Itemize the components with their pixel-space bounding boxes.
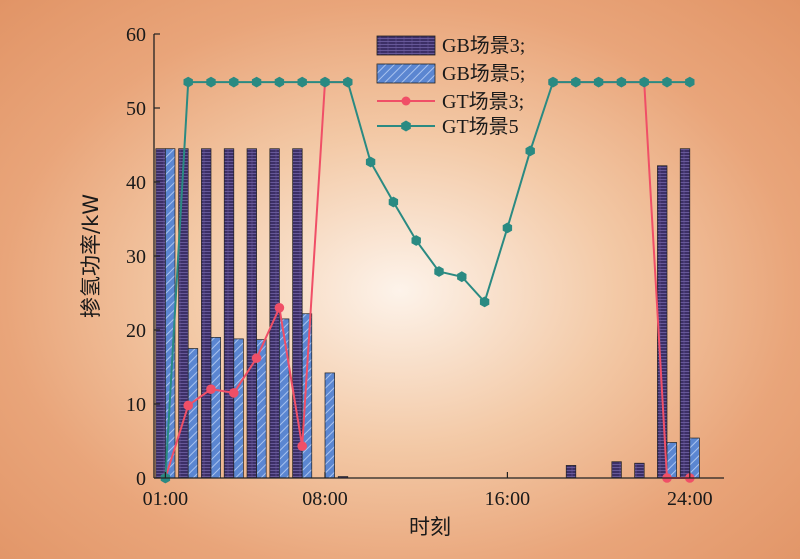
y-tick-label: 30 xyxy=(126,246,146,268)
bar-gb3 xyxy=(611,461,622,479)
point-gt3 xyxy=(229,388,239,398)
point-gt5 xyxy=(593,76,604,88)
bar-gb5 xyxy=(301,313,313,479)
point-gt3 xyxy=(274,303,285,313)
point-gt5 xyxy=(411,235,421,246)
point-gt5 xyxy=(297,76,307,88)
y-tick-label: 20 xyxy=(126,320,146,342)
x-tick-label: 08:00 xyxy=(302,488,348,510)
y-tick-label: 10 xyxy=(126,394,146,416)
line-gt5 xyxy=(164,81,690,479)
point-gt5 xyxy=(502,222,513,234)
point-gt5 xyxy=(320,76,330,88)
point-gt5 xyxy=(251,76,262,88)
legend-swatch-gb5 xyxy=(376,63,436,84)
line-gt3 xyxy=(553,81,690,479)
point-gt5 xyxy=(571,76,581,88)
legend-label-gb3: GB场景3; xyxy=(442,34,525,57)
legend: GB场景3; GB场景5; GT场景3; GT场景5 xyxy=(376,34,525,138)
point-gt5 xyxy=(616,76,627,88)
bar-gb3 xyxy=(634,462,645,479)
point-gt5 xyxy=(183,76,193,88)
point-gt5 xyxy=(434,266,444,277)
legend-label-gb5: GB场景5; xyxy=(442,62,525,85)
y-axis-title: 掺氢功率/kW xyxy=(79,194,103,318)
x-ticks: 01:00 08:00 16:00 24:00 xyxy=(143,472,713,510)
bar-gb3 xyxy=(679,148,691,479)
y-tick-label: 40 xyxy=(126,172,146,194)
legend-label-gt3: GT场景3; xyxy=(442,90,524,113)
point-gt5 xyxy=(479,296,490,308)
y-tick-label: 60 xyxy=(126,24,146,46)
point-gt5 xyxy=(365,156,376,168)
point-gt5 xyxy=(525,145,535,157)
point-gt5 xyxy=(206,76,216,88)
bar-gb3 xyxy=(292,148,303,479)
legend-label-gt5: GT场景5 xyxy=(442,115,519,138)
bar-gb5 xyxy=(187,348,199,479)
point-gt5 xyxy=(343,76,353,88)
point-gt5 xyxy=(388,196,399,208)
point-gt3 xyxy=(183,400,193,411)
y-ticks: 0 10 20 30 40 50 60 xyxy=(126,24,160,490)
x-tick-label: 16:00 xyxy=(485,488,531,510)
bar-gb5 xyxy=(666,442,677,479)
point-gt5 xyxy=(457,271,467,283)
point-gt5 xyxy=(685,76,695,88)
bar-gb5 xyxy=(324,372,335,479)
point-gt5 xyxy=(639,76,649,88)
bar-gb5 xyxy=(165,148,176,479)
point-gt3 xyxy=(297,441,308,451)
bar-gb5 xyxy=(689,437,700,479)
bars-layer xyxy=(155,148,700,479)
x-tick-label: 24:00 xyxy=(667,488,713,510)
y-tick-label: 0 xyxy=(136,468,146,490)
bar-gb5 xyxy=(210,337,221,479)
point-gt3 xyxy=(206,384,216,395)
legend-swatch-gb3 xyxy=(376,35,436,56)
bar-gb3 xyxy=(246,148,257,479)
bar-gb5 xyxy=(233,338,244,479)
point-gt5 xyxy=(662,76,672,88)
point-gt5 xyxy=(229,76,239,88)
point-gt5 xyxy=(274,76,285,88)
x-axis-title: 时刻 xyxy=(409,515,451,539)
point-gt3 xyxy=(251,353,262,363)
x-tick-label: 01:00 xyxy=(143,488,189,510)
bar-gb3 xyxy=(155,148,166,479)
point-gt5 xyxy=(548,76,558,88)
bar-gb3 xyxy=(201,148,212,479)
legend-marker-gt3 xyxy=(401,96,411,106)
bar-gb3 xyxy=(565,465,577,479)
y-tick-label: 50 xyxy=(126,98,146,120)
legend-marker-gt5 xyxy=(401,120,411,132)
bar-gb3 xyxy=(223,148,235,479)
